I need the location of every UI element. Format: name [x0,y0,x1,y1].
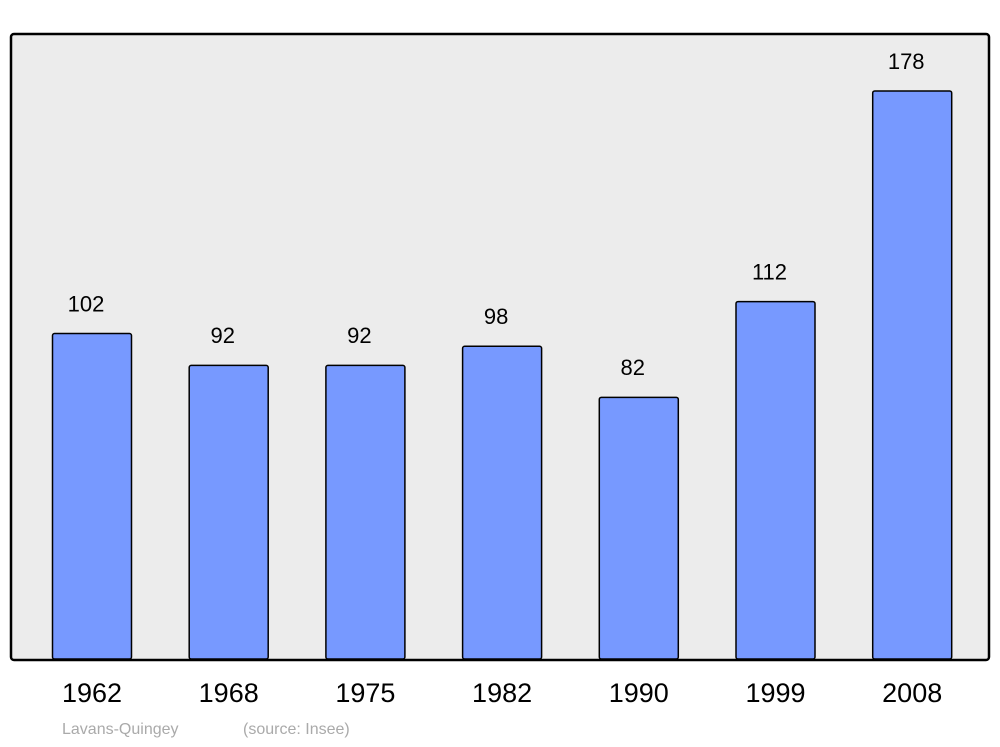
value-label: 178 [888,49,925,74]
value-label: 92 [210,323,234,348]
x-tick-label: 1975 [335,678,395,708]
x-tick-label: 1990 [609,678,669,708]
x-tick-label: 1962 [62,678,122,708]
x-tick-label: 1968 [199,678,259,708]
chart-title: Lavans-Quingey [62,721,179,738]
value-label: 98 [484,304,508,329]
value-label: 102 [68,291,105,316]
value-label: 82 [621,355,645,380]
value-label: 92 [347,323,371,348]
bar [188,364,269,660]
x-tick-label: 1982 [472,678,532,708]
bar [325,364,406,660]
value-label: 112 [752,259,787,284]
bar [735,300,816,660]
x-tick-label: 2008 [882,678,942,708]
x-tick-label: 1999 [745,678,805,708]
bar [461,345,543,660]
source-note: (source: Insee) [243,721,350,738]
bar [871,90,953,660]
bar [598,396,680,660]
bar [51,332,133,660]
